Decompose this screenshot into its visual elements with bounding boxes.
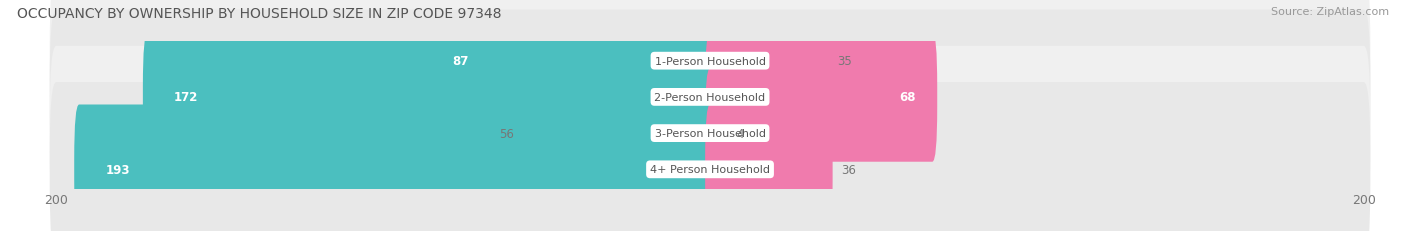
FancyBboxPatch shape [706,105,832,231]
Text: 2-Person Household: 2-Person Household [654,92,766,103]
FancyBboxPatch shape [143,33,714,162]
Text: 172: 172 [174,91,198,104]
FancyBboxPatch shape [420,0,714,126]
Text: 35: 35 [838,55,852,68]
Text: OCCUPANCY BY OWNERSHIP BY HOUSEHOLD SIZE IN ZIP CODE 97348: OCCUPANCY BY OWNERSHIP BY HOUSEHOLD SIZE… [17,7,502,21]
FancyBboxPatch shape [706,69,728,198]
Text: 56: 56 [499,127,515,140]
FancyBboxPatch shape [706,33,938,162]
Text: 36: 36 [841,163,856,176]
Text: 3-Person Household: 3-Person Household [655,128,765,139]
Text: 1-Person Household: 1-Person Household [655,56,765,66]
Text: 193: 193 [105,163,129,176]
FancyBboxPatch shape [49,47,1371,220]
Text: Source: ZipAtlas.com: Source: ZipAtlas.com [1271,7,1389,17]
FancyBboxPatch shape [75,105,714,231]
FancyBboxPatch shape [49,0,1371,148]
FancyBboxPatch shape [522,69,714,198]
FancyBboxPatch shape [49,83,1371,231]
Text: 68: 68 [900,91,915,104]
FancyBboxPatch shape [706,0,830,126]
Text: 87: 87 [451,55,468,68]
Text: 4+ Person Household: 4+ Person Household [650,165,770,175]
Text: 4: 4 [737,127,744,140]
FancyBboxPatch shape [49,11,1371,184]
